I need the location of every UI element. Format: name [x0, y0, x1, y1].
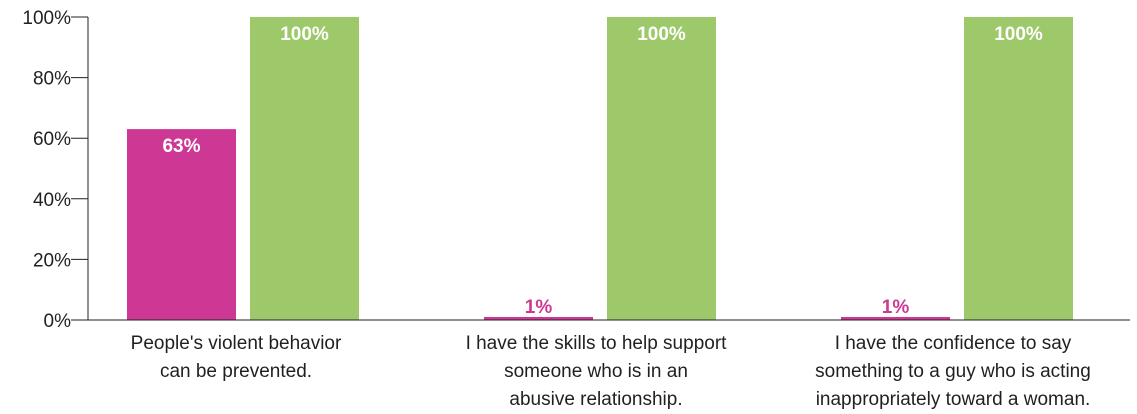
data-label-series2-cat2: 100%	[637, 24, 686, 45]
y-tick-label: 100%	[22, 8, 71, 29]
category-label-1: can be prevented.	[160, 361, 312, 382]
category-label-3: inappropriately toward a woman.	[816, 389, 1091, 410]
y-tick-label: 80%	[33, 69, 71, 90]
y-tick-label: 0%	[44, 311, 72, 332]
category-label-1: People's violent behavior	[131, 333, 342, 354]
data-label-series1-cat3: 1%	[882, 297, 910, 318]
category-label-2: I have the skills to help support	[466, 333, 728, 354]
y-tick-label: 40%	[33, 190, 71, 211]
data-label-series2-cat3: 100%	[994, 24, 1043, 45]
bar-series1-cat2	[484, 316, 593, 320]
data-label-series1-cat1: 63%	[162, 136, 200, 157]
bar-series1-cat3	[841, 316, 950, 320]
y-tick-label: 60%	[33, 129, 71, 150]
category-label-3: something to a guy who is acting	[815, 361, 1091, 382]
data-label-series1-cat2: 1%	[525, 297, 553, 318]
category-label-3: I have the confidence to say	[835, 333, 1072, 354]
y-tick-label: 20%	[33, 250, 71, 271]
category-label-2: abusive relationship.	[509, 389, 682, 410]
category-label-2: someone who is in an	[504, 361, 688, 382]
bar-series1-cat1	[127, 129, 236, 320]
bar-series2-cat1	[250, 17, 359, 320]
data-label-series2-cat1: 100%	[280, 24, 329, 45]
bar-series2-cat2	[607, 17, 716, 320]
bar-series2-cat3	[964, 17, 1073, 320]
